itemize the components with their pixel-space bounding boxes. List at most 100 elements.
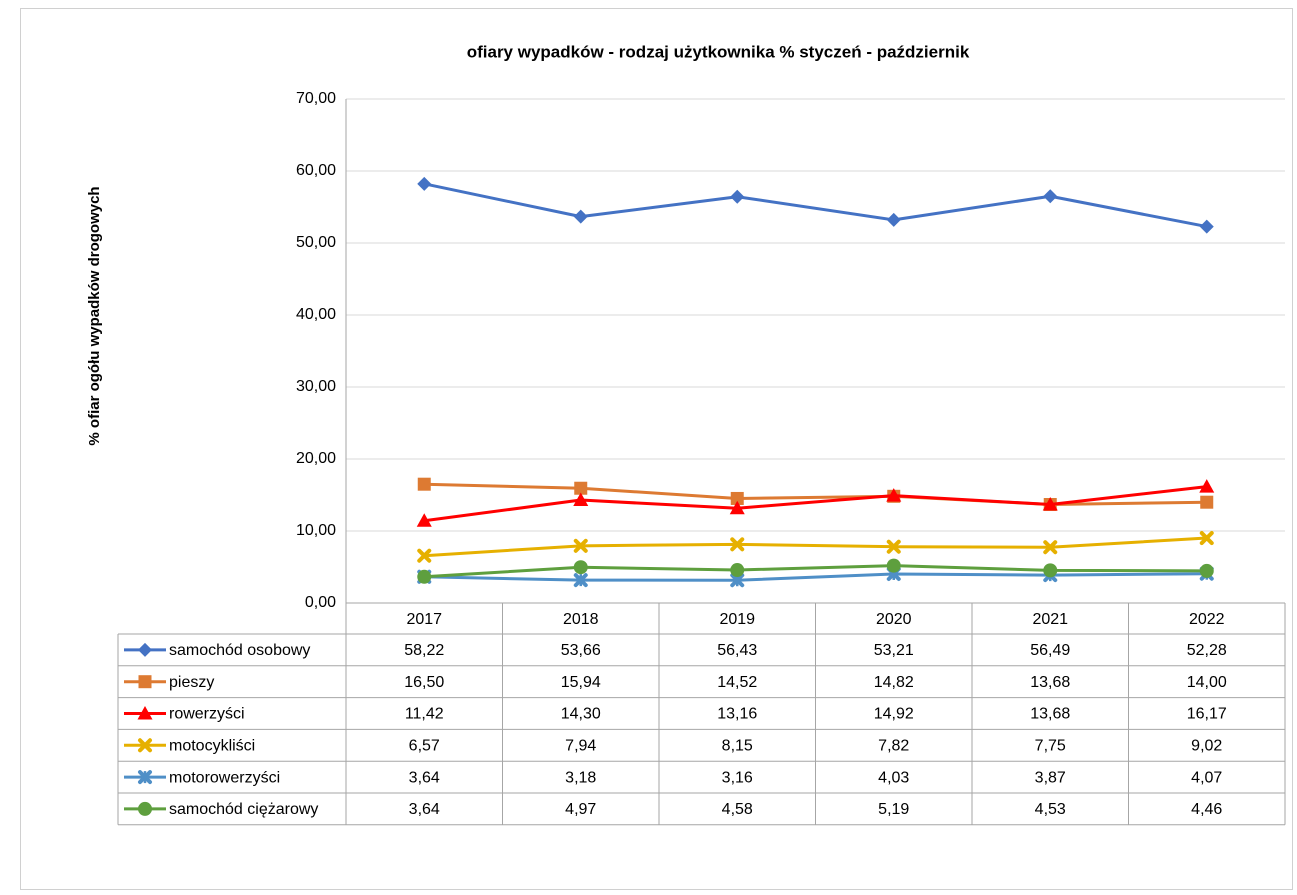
marker bbox=[138, 738, 152, 753]
marker bbox=[1043, 563, 1058, 578]
chart-title: ofiary wypadków - rodzaj użytkownika % s… bbox=[467, 42, 970, 61]
series-line bbox=[424, 572, 1207, 582]
marker bbox=[730, 563, 745, 578]
table-value: 56,49 bbox=[1030, 642, 1070, 659]
marker bbox=[573, 560, 588, 575]
table-value: 3,18 bbox=[565, 769, 596, 786]
x-tick-label: 2019 bbox=[719, 611, 755, 628]
marker bbox=[886, 558, 901, 573]
marker bbox=[1199, 219, 1214, 234]
y-tick-label: 30,00 bbox=[296, 378, 336, 395]
marker bbox=[1199, 531, 1214, 546]
table-value: 9,02 bbox=[1191, 738, 1222, 755]
table-value: 14,30 bbox=[561, 706, 601, 723]
table-value: 16,17 bbox=[1187, 706, 1227, 723]
table-value: 8,15 bbox=[722, 738, 753, 755]
marker bbox=[417, 548, 432, 563]
marker bbox=[417, 569, 432, 584]
table-value: 3,87 bbox=[1035, 769, 1066, 786]
table-value: 53,66 bbox=[561, 642, 601, 659]
table-value: 16,50 bbox=[404, 674, 444, 691]
table-value: 14,92 bbox=[874, 706, 914, 723]
marker bbox=[573, 209, 588, 224]
marker bbox=[416, 513, 432, 527]
marker bbox=[1199, 563, 1214, 578]
table-value: 4,97 bbox=[565, 801, 596, 818]
y-tick-label: 70,00 bbox=[296, 90, 336, 107]
x-tick-label: 2020 bbox=[876, 611, 912, 628]
legend-label: pieszy bbox=[169, 674, 214, 691]
table-value: 56,43 bbox=[717, 642, 757, 659]
y-tick-label: 60,00 bbox=[296, 162, 336, 179]
marker bbox=[730, 537, 745, 552]
marker bbox=[137, 706, 153, 720]
table-value: 4,03 bbox=[878, 769, 909, 786]
legend-label: motorowerzyści bbox=[169, 769, 280, 786]
series-line bbox=[424, 564, 1207, 579]
marker bbox=[1199, 479, 1215, 493]
table-value: 7,94 bbox=[565, 738, 596, 755]
marker bbox=[886, 212, 901, 227]
marker bbox=[574, 481, 588, 495]
marker bbox=[573, 538, 588, 553]
table-value: 4,46 bbox=[1191, 801, 1222, 818]
table-value: 14,00 bbox=[1187, 674, 1227, 691]
table-value: 13,68 bbox=[1030, 674, 1070, 691]
marker bbox=[417, 176, 432, 191]
table-value: 6,57 bbox=[409, 738, 440, 755]
marker bbox=[1200, 495, 1214, 509]
marker bbox=[730, 491, 744, 505]
table-value: 4,53 bbox=[1035, 801, 1066, 818]
x-tick-label: 2017 bbox=[406, 611, 442, 628]
marker bbox=[417, 477, 431, 491]
legend-label: samochód osobowy bbox=[169, 642, 310, 659]
table-value: 53,21 bbox=[874, 642, 914, 659]
marker bbox=[886, 539, 901, 554]
legend-label: rowerzyści bbox=[169, 706, 245, 723]
table-value: 5,19 bbox=[878, 801, 909, 818]
y-axis-label: % ofiar ogółu wypadków drogowych bbox=[86, 186, 103, 445]
marker bbox=[138, 675, 152, 689]
y-tick-label: 10,00 bbox=[296, 522, 336, 539]
series-line bbox=[424, 536, 1207, 558]
y-tick-label: 40,00 bbox=[296, 306, 336, 323]
marker bbox=[730, 189, 745, 204]
marker bbox=[138, 642, 152, 657]
table-value: 7,82 bbox=[878, 738, 909, 755]
x-tick-label: 2018 bbox=[563, 611, 599, 628]
table-value: 3,64 bbox=[409, 769, 440, 786]
marker bbox=[573, 492, 589, 507]
table-value: 11,42 bbox=[405, 706, 444, 723]
x-tick-label: 2021 bbox=[1032, 611, 1068, 628]
marker bbox=[729, 500, 745, 515]
table-value: 7,75 bbox=[1035, 738, 1066, 755]
chart-border bbox=[20, 8, 1293, 890]
table-value: 4,07 bbox=[1191, 769, 1222, 786]
series-line bbox=[423, 182, 1208, 229]
y-tick-label: 0,00 bbox=[305, 594, 336, 611]
table-value: 13,16 bbox=[717, 706, 757, 723]
table-value: 4,58 bbox=[722, 801, 753, 818]
x-tick-label: 2022 bbox=[1189, 611, 1225, 628]
table-value: 52,28 bbox=[1187, 642, 1227, 659]
marker bbox=[1043, 189, 1058, 204]
table-value: 14,82 bbox=[874, 674, 914, 691]
table-value: 3,16 bbox=[722, 769, 753, 786]
marker bbox=[886, 488, 902, 502]
legend-label: samochód ciężarowy bbox=[169, 801, 318, 818]
marker bbox=[138, 801, 152, 816]
y-tick-label: 50,00 bbox=[296, 234, 336, 251]
series-line bbox=[424, 482, 1207, 507]
table-value: 15,94 bbox=[561, 674, 601, 691]
series-line bbox=[424, 485, 1207, 523]
y-tick-label: 20,00 bbox=[296, 450, 336, 467]
table-value: 3,64 bbox=[409, 801, 440, 818]
table-value: 14,52 bbox=[717, 674, 757, 691]
marker bbox=[1043, 540, 1058, 555]
table-value: 58,22 bbox=[404, 642, 444, 659]
marker bbox=[138, 770, 152, 785]
table-value: 13,68 bbox=[1030, 706, 1070, 723]
marker bbox=[573, 573, 588, 588]
legend-label: motocykliści bbox=[169, 738, 255, 755]
